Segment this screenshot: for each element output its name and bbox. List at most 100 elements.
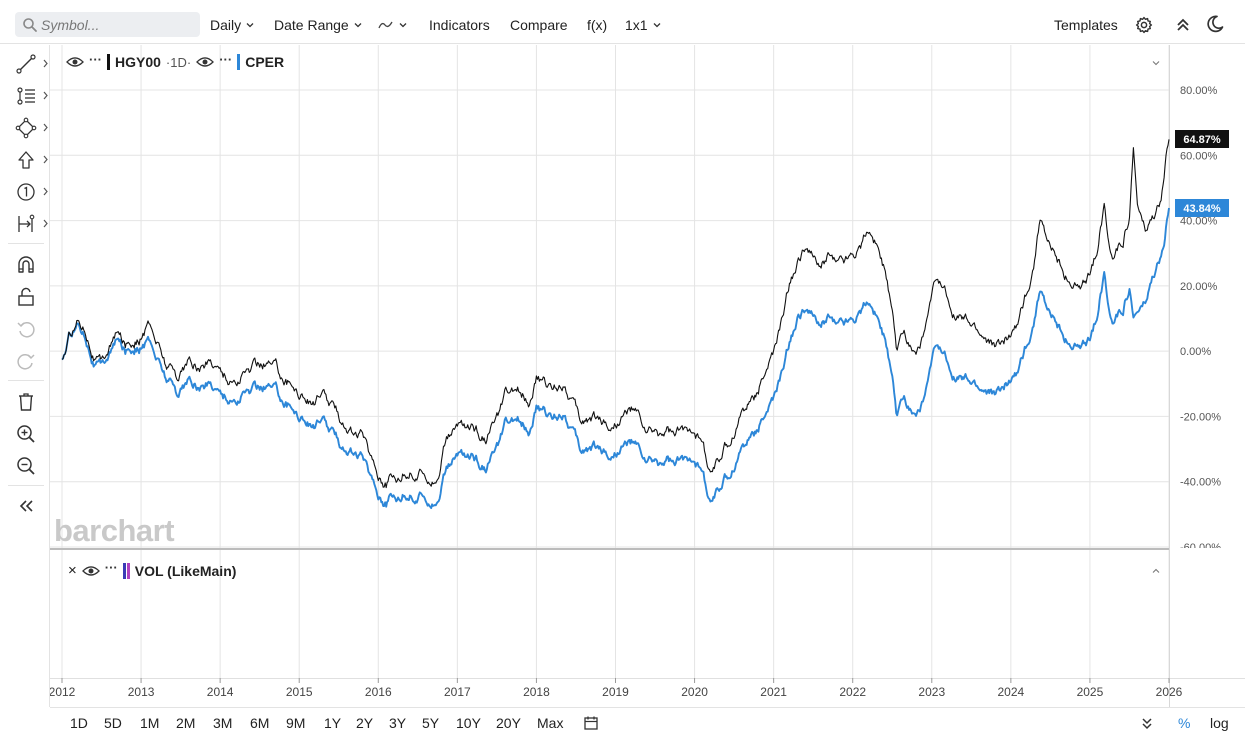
shapes-tool[interactable] (15, 117, 48, 139)
collapse-toolbar-button[interactable] (15, 495, 39, 517)
compare-button[interactable]: Compare (510, 14, 568, 36)
main-legend: ··· HGY00 ·1D· ··· CPER (66, 51, 285, 70)
compare-symbol-label[interactable]: CPER (245, 54, 285, 70)
eye-icon[interactable] (66, 56, 84, 68)
x-tick-label: 2021 (760, 685, 787, 699)
calendar-icon[interactable] (583, 715, 599, 731)
magnet-tool[interactable] (15, 254, 39, 276)
compare-label: Compare (510, 17, 568, 33)
lock-tool[interactable] (15, 286, 39, 308)
x-tick-label: 2012 (50, 685, 76, 699)
range-button-1y[interactable]: 1Y (324, 715, 342, 731)
chart-area[interactable]: 80.00% 60.00% 40.00% 20.00% 0.00% -20.00% -40.… (50, 45, 1245, 707)
trendline-icon (16, 54, 36, 74)
range-button-5y[interactable]: 5Y (422, 715, 440, 731)
range-button-3m[interactable]: 3M (213, 715, 233, 731)
chevron-up-icon[interactable] (1152, 567, 1160, 575)
value-tag-background (1175, 199, 1229, 217)
fibonacci-tool[interactable] (15, 85, 48, 107)
range-button-max[interactable]: Max (537, 715, 564, 731)
x-tick-label: 2019 (602, 685, 629, 699)
function-button[interactable]: f(x) (587, 14, 607, 36)
collapse-up-icon[interactable] (1173, 15, 1193, 35)
chevron-down-icon[interactable] (1152, 59, 1160, 67)
zoom-out-button[interactable] (15, 455, 39, 477)
legend-menu-dots[interactable]: ··· (219, 51, 233, 67)
price-chart[interactable]: 80.00% 60.00% 40.00% 20.00% 0.00% -20.00% -40.… (50, 45, 1245, 707)
x-tick-label: 2018 (523, 685, 550, 699)
range-button-20y[interactable]: 20Y (496, 715, 521, 731)
log-toggle[interactable]: log (1210, 715, 1229, 731)
symbol-search[interactable] (15, 12, 200, 37)
toolbar-divider (8, 243, 44, 244)
shape-diamond-icon (15, 117, 37, 139)
range-button-10y[interactable]: 10Y (456, 715, 481, 731)
y-tick-label: -20.00% (1180, 411, 1221, 423)
x-tick-label: 2023 (918, 685, 945, 699)
range-button-2y[interactable]: 2Y (356, 715, 374, 731)
indicators-label: Indicators (429, 17, 490, 33)
settings-gear-icon[interactable] (1134, 15, 1154, 35)
x-tick-label: 2013 (128, 685, 155, 699)
close-icon[interactable]: × (68, 562, 77, 579)
y-tick-label: 0.00% (1180, 346, 1211, 358)
templates-label: Templates (1054, 17, 1118, 33)
chevron-down-icon (246, 23, 254, 28)
layout-dropdown[interactable]: 1x1 (625, 14, 661, 36)
delete-drawings-button[interactable] (15, 391, 39, 413)
trendline-tool[interactable] (15, 53, 48, 75)
chevron-right-icon (43, 219, 48, 228)
zoom-in-button[interactable] (15, 423, 39, 445)
volume-label[interactable]: VOL (LikeMain) (134, 562, 237, 579)
series-color-swatch (107, 54, 110, 70)
interval-label: Daily (210, 17, 242, 33)
range-button-1d[interactable]: 1D (70, 715, 88, 731)
range-button-9m[interactable]: 9M (286, 715, 306, 731)
main-symbol-label[interactable]: HGY00 (115, 54, 161, 70)
chevron-right-icon (43, 187, 48, 196)
y-tick-label: -40.00% (1180, 477, 1221, 489)
compare-color-swatch (237, 54, 241, 70)
undo-button[interactable] (15, 318, 39, 340)
annotation-tool[interactable] (15, 181, 48, 203)
percent-toggle[interactable]: % (1178, 715, 1191, 731)
legend-menu-dots[interactable]: ··· (89, 51, 102, 67)
eye-icon[interactable] (81, 565, 100, 577)
double-chevron-down-icon[interactable] (1139, 715, 1155, 731)
x-tick-label: 2014 (207, 685, 234, 699)
chart-type-dropdown[interactable] (378, 14, 407, 36)
range-button-6m[interactable]: 6M (250, 715, 270, 731)
chevron-right-icon (43, 155, 48, 164)
zoom-in-icon (17, 425, 35, 443)
legend-menu-dots[interactable]: ··· (104, 560, 118, 575)
dark-mode-moon-icon[interactable] (1205, 14, 1225, 34)
series-line-hgy00 (61, 139, 1170, 489)
chevron-right-icon (43, 91, 48, 100)
indicators-button[interactable]: Indicators (429, 14, 490, 36)
eye-icon[interactable] (196, 56, 215, 68)
main-interval-label: ·1D· (165, 54, 192, 70)
volume-color-swatch (122, 562, 130, 579)
volume-legend: × ··· VOL (LikeMain) (68, 560, 237, 579)
range-button-5d[interactable]: 5D (104, 715, 122, 731)
value-tag-text: 43.84% (1183, 203, 1221, 215)
redo-button[interactable] (15, 350, 39, 372)
range-button-1m[interactable]: 1M (140, 715, 160, 731)
date-range-dropdown[interactable]: Date Range (274, 14, 362, 36)
toolbar-divider (8, 380, 44, 381)
function-label: f(x) (587, 17, 608, 33)
x-tick-label: 2024 (998, 685, 1025, 699)
arrow-tool[interactable] (15, 149, 48, 171)
range-button-3y[interactable]: 3Y (389, 715, 407, 731)
symbol-input[interactable] (41, 14, 191, 35)
x-tick-label: 2015 (286, 685, 313, 699)
x-tick-label: 2025 (1077, 685, 1104, 699)
interval-dropdown[interactable]: Daily (210, 14, 254, 36)
templates-button[interactable]: Templates (1054, 14, 1118, 36)
redo-icon (17, 354, 35, 370)
value-tag-text: 64.87% (1183, 134, 1221, 146)
range-button-2m[interactable]: 2M (176, 715, 196, 731)
measure-tool[interactable] (15, 213, 48, 235)
y-tick-label: 20.00% (1180, 281, 1218, 293)
chevron-down-icon (354, 23, 362, 28)
